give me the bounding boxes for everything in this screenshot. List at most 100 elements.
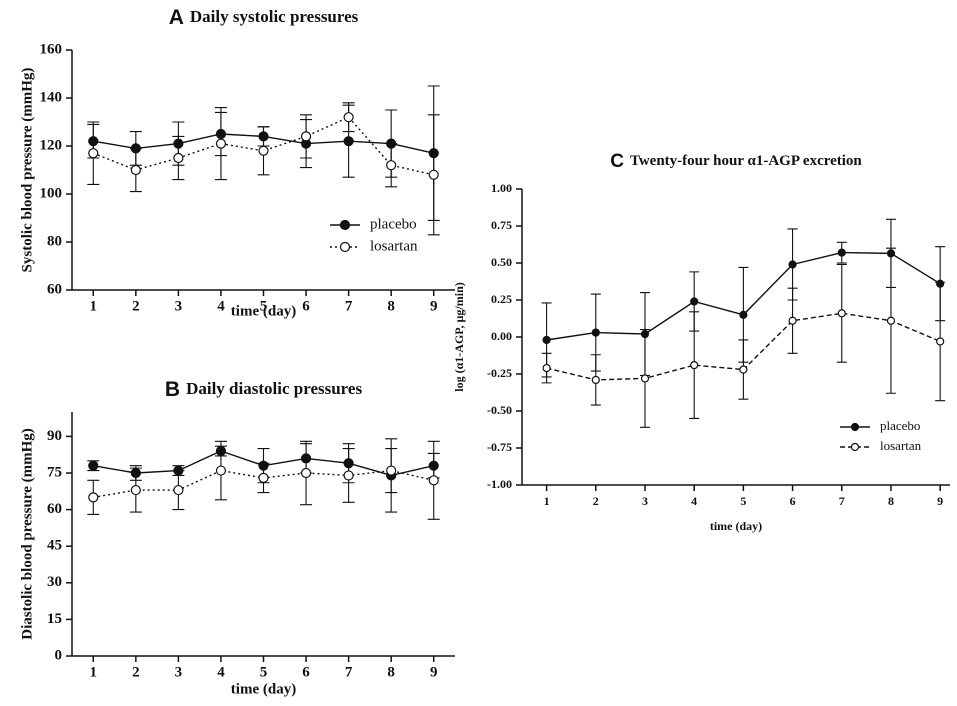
chart-title: B Daily diastolic pressures	[165, 378, 363, 401]
series-line	[93, 116, 434, 176]
y-axis-label: Diastolic blood pressure (mmHg)	[19, 428, 35, 640]
y-tick-label: 60	[47, 281, 62, 297]
y-tick-label: 0	[55, 647, 63, 663]
data-point	[130, 164, 141, 176]
y-tick-label: 30	[47, 574, 62, 590]
y-tick-label: 80	[47, 233, 62, 249]
y-tick-label: 0.00	[491, 329, 512, 343]
x-tick-label: 3	[175, 298, 183, 314]
x-tick-label: 5	[260, 664, 268, 680]
data-point	[739, 365, 748, 374]
data-point	[88, 460, 99, 471]
data-point	[640, 374, 650, 383]
y-tick-label: 15	[47, 611, 62, 627]
title-text: Daily diastolic pressures	[186, 379, 362, 398]
y-tick-label: 0.50	[491, 255, 512, 269]
x-tick-label: 5	[740, 494, 746, 508]
data-point	[343, 470, 354, 481]
data-point	[88, 492, 99, 503]
legend-marker	[339, 219, 351, 231]
x-tick-label: 9	[430, 298, 438, 314]
data-point	[837, 309, 846, 318]
y-tick-label: -0.75	[487, 440, 512, 454]
y-tick-label: 100	[40, 185, 63, 201]
data-point	[386, 160, 397, 171]
panel-label: A	[169, 6, 184, 29]
x-tick-label: 7	[839, 494, 845, 508]
legend-label: losartan	[880, 438, 922, 453]
x-axis-label: time (day)	[231, 303, 296, 319]
y-tick-label: 60	[47, 501, 62, 517]
panel-label: B	[165, 378, 180, 401]
data-point	[130, 484, 141, 496]
data-point	[215, 138, 227, 149]
x-tick-label: 9	[430, 664, 438, 680]
data-point	[428, 475, 439, 486]
y-tick-label: 75	[47, 464, 62, 480]
x-tick-label: 2	[132, 664, 140, 680]
y-tick-label: 140	[40, 89, 63, 105]
y-axis-label: Systolic blood pressure (mmHg)	[19, 68, 35, 273]
x-tick-label: 9	[937, 494, 943, 508]
data-point	[690, 297, 699, 306]
title-text: Daily systolic pressures	[190, 7, 359, 26]
legend-label: placebo	[880, 418, 920, 433]
y-tick-label: 1.00	[491, 181, 512, 195]
data-point	[837, 248, 846, 257]
y-axis-label: log (α1-AGP, µg/min)	[452, 282, 466, 392]
legend-label: placebo	[370, 216, 417, 232]
y-tick-label: -0.50	[487, 403, 512, 417]
x-tick-label: 3	[642, 494, 648, 508]
y-tick-label: 160	[40, 41, 63, 57]
data-point	[739, 310, 748, 319]
x-tick-label: 7	[345, 664, 353, 680]
legend-marker	[850, 422, 860, 432]
x-tick-label: 8	[387, 664, 395, 680]
data-point	[542, 363, 551, 373]
data-point	[258, 472, 269, 483]
y-tick-label: 90	[47, 428, 62, 444]
y-tick-label: 45	[47, 538, 62, 554]
x-tick-label: 1	[544, 494, 550, 508]
title-text: Twenty-four hour α1-AGP excretion	[630, 153, 862, 169]
x-tick-label: 5	[260, 298, 268, 314]
x-tick-label: 4	[217, 664, 225, 680]
y-tick-label: 0.75	[491, 218, 512, 232]
x-tick-label: 1	[90, 664, 98, 680]
data-point	[690, 361, 699, 370]
data-point	[88, 148, 99, 159]
data-point	[788, 260, 797, 269]
data-point	[591, 375, 600, 385]
legend-marker	[339, 241, 351, 253]
x-tick-label: 6	[302, 298, 310, 314]
data-point	[542, 335, 551, 345]
x-tick-label: 2	[593, 494, 599, 508]
data-point	[591, 328, 600, 337]
x-tick-label: 1	[90, 298, 98, 314]
data-point	[258, 145, 269, 156]
panel-label: C	[610, 151, 624, 172]
data-point	[300, 131, 312, 142]
legend-label: losartan	[370, 238, 418, 254]
x-tick-label: 4	[217, 298, 225, 314]
x-tick-label: 6	[302, 664, 310, 680]
y-tick-label: 120	[40, 137, 63, 153]
data-point	[173, 484, 184, 496]
data-point	[886, 316, 896, 325]
y-tick-label: 0.25	[491, 292, 512, 306]
x-tick-label: 8	[888, 494, 894, 508]
data-point	[343, 136, 354, 147]
y-tick-label: -1.00	[487, 477, 512, 491]
x-tick-label: 3	[175, 664, 183, 680]
data-point	[788, 316, 797, 325]
x-tick-label: 4	[691, 494, 697, 508]
data-point	[215, 465, 227, 476]
data-point	[386, 465, 397, 476]
x-axis-label: time (day)	[231, 681, 296, 697]
y-tick-label: -0.25	[487, 366, 512, 380]
data-point	[936, 337, 945, 346]
panel: C Twenty-four hour α1-AGP excretion time (…	[452, 151, 950, 533]
x-tick-label: 7	[345, 298, 353, 314]
data-point	[428, 169, 439, 180]
